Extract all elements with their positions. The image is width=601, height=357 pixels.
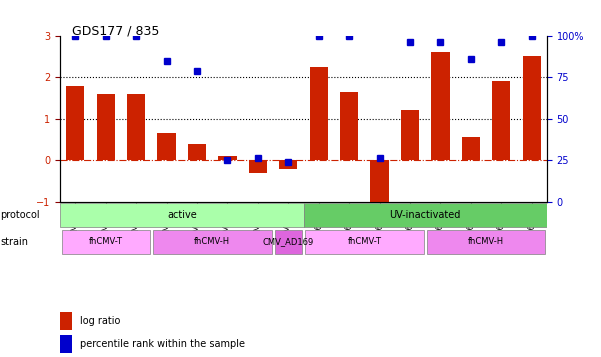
Bar (97, 94, 115, 160)
Bar (370, 160, 389, 204)
Text: GDS177 / 835: GDS177 / 835 (72, 25, 159, 38)
Bar (188, 145, 206, 160)
Bar (218, 156, 237, 160)
Bar (310, 67, 328, 160)
Text: log ratio: log ratio (79, 316, 120, 326)
Text: strain: strain (0, 237, 28, 247)
FancyBboxPatch shape (427, 230, 545, 254)
Bar (60, 312, 72, 330)
FancyBboxPatch shape (305, 230, 424, 254)
Text: fhCMV-T: fhCMV-T (89, 237, 123, 246)
Text: fhCMV-H: fhCMV-H (194, 237, 230, 246)
FancyBboxPatch shape (60, 203, 304, 227)
Bar (60, 335, 72, 353)
FancyBboxPatch shape (304, 203, 547, 227)
Text: UV-inactivated: UV-inactivated (389, 210, 461, 220)
Bar (432, 52, 450, 160)
FancyBboxPatch shape (275, 230, 302, 254)
Text: CMV_AD169: CMV_AD169 (263, 237, 314, 246)
Bar (492, 81, 510, 160)
Bar (279, 160, 297, 169)
Bar (522, 56, 541, 160)
Bar (66, 85, 84, 160)
FancyBboxPatch shape (62, 230, 150, 254)
Text: active: active (167, 210, 197, 220)
Text: percentile rank within the sample: percentile rank within the sample (79, 339, 245, 349)
Bar (249, 160, 267, 173)
Text: fhCMV-H: fhCMV-H (468, 237, 504, 246)
Text: fhCMV-T: fhCMV-T (347, 237, 382, 246)
Bar (401, 110, 419, 160)
Bar (340, 92, 358, 160)
FancyBboxPatch shape (153, 230, 272, 254)
Bar (157, 133, 175, 160)
Bar (462, 137, 480, 160)
Text: protocol: protocol (0, 210, 40, 220)
Bar (127, 94, 145, 160)
